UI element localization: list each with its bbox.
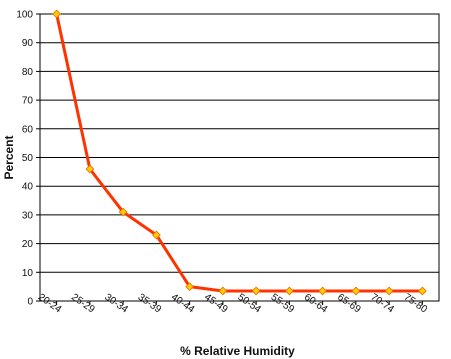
data-point-marker <box>85 164 95 174</box>
y-tick-label: 0 <box>27 297 33 308</box>
x-axis-title: % Relative Humidity <box>180 344 295 358</box>
y-tick-label: 100 <box>16 10 33 21</box>
x-tick-label: 55-59 <box>269 292 297 316</box>
x-tick-label: 35-39 <box>136 292 164 316</box>
x-tick-label: 40-44 <box>169 292 197 316</box>
x-tick-label: 45-49 <box>202 292 230 316</box>
x-tick-labels: 20-24 25-29 30-34 35-39 40-44 45-49 50-54 55-59… <box>36 292 429 316</box>
x-tick-label: 65-69 <box>335 292 363 316</box>
data-point-marker <box>152 230 161 240</box>
y-tick-label: 80 <box>22 67 34 78</box>
y-tick-label: 90 <box>22 38 34 49</box>
x-tick-label: 30-34 <box>102 292 130 316</box>
y-tick-label: 30 <box>22 210 34 221</box>
y-tick-label: 50 <box>22 153 34 164</box>
y-tick-label: 10 <box>22 268 34 279</box>
data-point-marker <box>384 286 394 296</box>
data-point-marker <box>218 286 228 296</box>
x-tick-label: 50-54 <box>235 292 263 316</box>
x-tick-label: 70-74 <box>368 292 396 316</box>
y-tick-label: 60 <box>22 124 34 135</box>
x-tick-label: 20-24 <box>36 292 64 316</box>
data-point-marker <box>351 286 361 296</box>
data-point-marker <box>185 282 194 292</box>
data-point-marker <box>285 286 294 296</box>
gridlines <box>40 13 439 302</box>
x-tick-label: 60-64 <box>302 292 330 316</box>
series-line <box>55 13 423 293</box>
data-point-marker <box>418 286 427 296</box>
x-tick-label: 75-80 <box>402 292 430 316</box>
y-tick-labels: 0 10 20 30 40 50 60 70 80 90 100 <box>16 10 40 308</box>
data-point-marker <box>318 286 327 296</box>
series-layer <box>52 9 427 296</box>
x-tick-label: 25-29 <box>69 292 97 316</box>
data-point-marker <box>118 207 128 217</box>
y-tick-label: 70 <box>22 96 34 107</box>
data-point-marker <box>52 9 61 19</box>
y-tick-label: 20 <box>22 239 34 250</box>
data-point-marker <box>251 286 261 296</box>
y-tick-label: 40 <box>22 182 34 193</box>
y-axis-title: Percent <box>2 135 16 179</box>
